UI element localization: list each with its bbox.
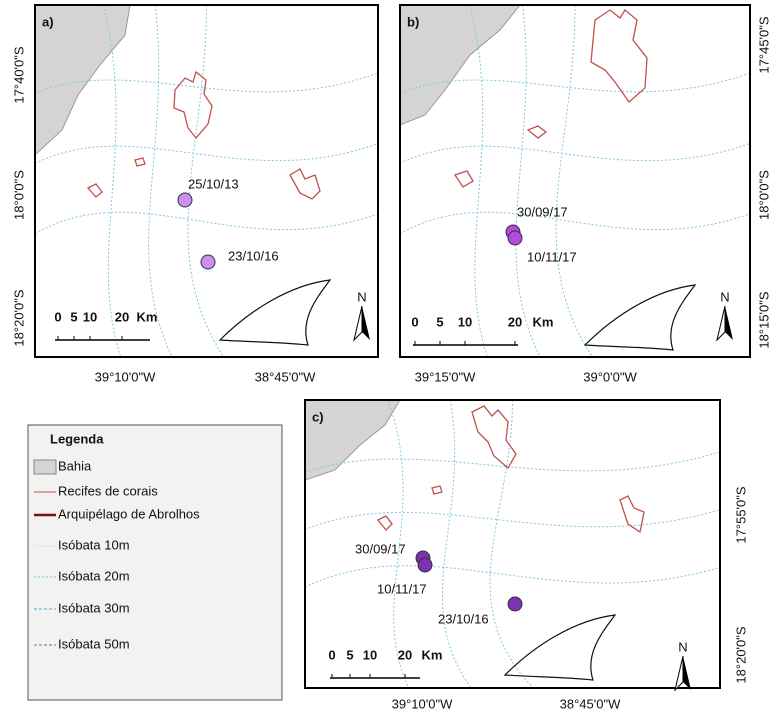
scale-label: 10	[83, 309, 97, 324]
scale-label: 5	[346, 647, 353, 662]
sighting-point	[418, 558, 432, 572]
lat-label: 17°40'0"S	[11, 46, 26, 103]
lat-label: 18°20'0"S	[11, 289, 26, 346]
panel-label: a)	[42, 14, 54, 29]
north-label: N	[720, 289, 729, 304]
lon-label: 38°45'0"W	[255, 369, 316, 384]
point-date: 23/10/16	[438, 611, 489, 626]
lat-label: 17°45'0"S	[756, 16, 771, 73]
lon-label: 39°10'0"W	[392, 696, 453, 711]
scale-label: 0	[54, 309, 61, 324]
legend-item: Bahia	[58, 458, 92, 473]
north-label: N	[357, 289, 366, 304]
legend-item: Isóbata 50m	[58, 636, 130, 651]
legend-item: Isóbata 30m	[58, 600, 130, 615]
panel-label: c)	[312, 409, 324, 424]
scale-label: 0	[328, 647, 335, 662]
point-date: 10/11/17	[377, 581, 427, 596]
point-date: 25/10/13	[188, 176, 239, 191]
figure: a) 17°40'0"S 18°0'0"S 18°20'0"S 39°10'0"W 38°…	[0, 0, 775, 717]
point-date: 30/09/17	[355, 541, 406, 556]
lon-label: 39°0'0"W	[583, 369, 637, 384]
scale-label: 20	[115, 309, 129, 324]
scale-label: Km	[533, 314, 554, 329]
legend-swatch	[34, 460, 56, 474]
scale-label: Km	[422, 647, 443, 662]
scale-label: 10	[458, 314, 472, 329]
legend-item: Isóbata 10m	[58, 537, 130, 552]
scale-label: 5	[70, 309, 77, 324]
sighting-point	[508, 231, 522, 245]
lon-label: 39°10'0"W	[95, 369, 156, 384]
point-date: 30/09/17	[517, 204, 568, 219]
legend-item: Arquipélago de Abrolhos	[58, 506, 200, 521]
panel	[400, 5, 750, 357]
scale-label: Km	[137, 309, 158, 324]
sighting-point	[201, 255, 215, 269]
lat-label: 18°0'0"S	[11, 170, 26, 220]
scale-label: 20	[398, 647, 412, 662]
lat-label: 18°20'0"S	[733, 626, 748, 683]
scale-label: 0	[411, 314, 418, 329]
legend-title: Legenda	[50, 431, 104, 446]
scale-label: 20	[508, 314, 522, 329]
lon-label: 39°15'0"W	[415, 369, 476, 384]
lon-label: 38°45'0"W	[560, 696, 621, 711]
lat-label: 17°55'0"S	[733, 486, 748, 543]
sighting-point	[178, 193, 192, 207]
lat-label: 18°15'0"S	[756, 291, 771, 348]
sighting-point	[508, 597, 522, 611]
scale-label: 10	[363, 647, 377, 662]
lat-label: 18°0'0"S	[756, 170, 771, 220]
scale-label: 5	[436, 314, 443, 329]
panel-label: b)	[407, 14, 419, 29]
point-date: 23/10/16	[228, 248, 279, 263]
point-date: 10/11/17	[527, 249, 577, 264]
north-label: N	[678, 639, 687, 654]
legend-item: Isóbata 20m	[58, 568, 130, 583]
legend-item: Recifes de corais	[58, 483, 158, 498]
